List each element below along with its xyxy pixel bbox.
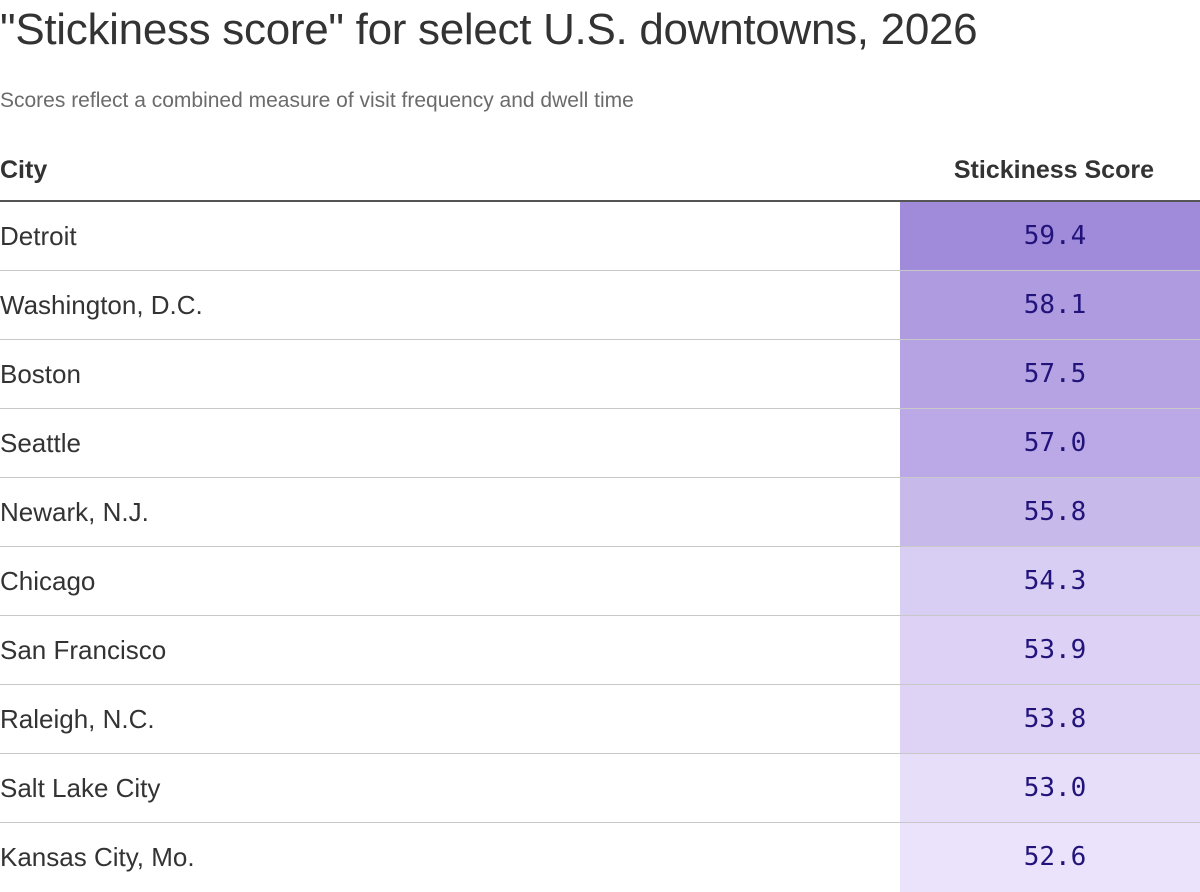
city-label: Newark, N.J. [0,497,149,527]
table-row: Chicago 54.3 [0,547,1200,616]
city-label: San Francisco [0,635,167,665]
table-row: Salt Lake City 53.0 [0,754,1200,823]
table-row: Newark, N.J. 55.8 [0,478,1200,547]
column-header-city: City [0,156,48,184]
score-table: City Stickiness Score Detroit 59.4 Washing… [0,140,1200,892]
city-label: Raleigh, N.C. [0,704,155,734]
score-cell: 59.4 [900,202,1200,270]
score-value: 57.0 [1023,428,1087,458]
score-cell: 57.0 [900,409,1200,477]
table-row: Kansas City, Mo. 52.6 [0,823,1200,892]
city-label: Chicago [0,566,96,596]
score-value: 53.9 [1023,635,1087,665]
city-label: Boston [0,359,81,389]
score-value: 53.0 [1023,773,1087,803]
table-row: Boston 57.5 [0,340,1200,409]
score-cell: 53.0 [900,754,1200,822]
chart-title: "Stickiness score" for select U.S. downt… [0,5,978,54]
score-cell: 55.8 [900,478,1200,546]
city-label: Seattle [0,428,81,458]
table-row: San Francisco 53.9 [0,616,1200,685]
city-label: Washington, D.C. [0,290,203,320]
score-value: 55.8 [1023,497,1087,527]
score-cell: 52.6 [900,823,1200,892]
table-row: Raleigh, N.C. 53.8 [0,685,1200,754]
score-value: 57.5 [1023,359,1087,389]
column-header-score: Stickiness Score [953,156,1154,184]
score-cell: 54.3 [900,547,1200,615]
score-value: 58.1 [1023,290,1087,320]
city-label: Detroit [0,221,77,251]
score-cell: 53.9 [900,616,1200,684]
score-cell: 53.8 [900,685,1200,753]
score-cell: 58.1 [900,271,1200,339]
table-row: Seattle 57.0 [0,409,1200,478]
city-label: Salt Lake City [0,773,161,803]
table-row: Washington, D.C. 58.1 [0,271,1200,340]
score-value: 53.8 [1023,704,1087,734]
score-value: 59.4 [1023,221,1087,251]
score-value: 52.6 [1023,842,1087,872]
chart-subtitle: Scores reflect a combined measure of vis… [0,89,634,112]
table-body: Detroit 59.4 Washington, D.C. 58.1 Boston 57.… [0,202,1200,892]
score-value: 54.3 [1023,566,1087,596]
score-cell: 57.5 [900,340,1200,408]
city-label: Kansas City, Mo. [0,842,195,872]
table-header: City Stickiness Score [0,140,1200,202]
table-row: Detroit 59.4 [0,202,1200,271]
